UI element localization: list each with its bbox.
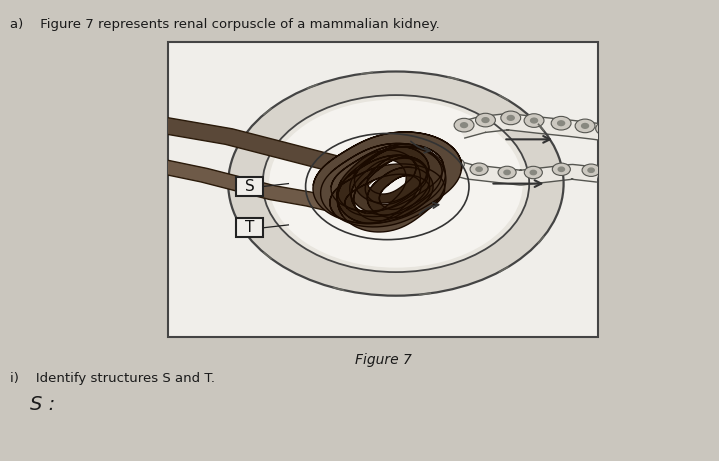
Text: i)    Identify structures S and T.: i) Identify structures S and T. [10,372,215,385]
Text: Figure 7: Figure 7 [354,353,411,367]
Bar [168,42,598,337]
Text: a)    Figure 7 represents renal corpuscle of a mammalian kidney.: a) Figure 7 represents renal corpuscle o… [10,18,440,31]
Text: S :: S : [30,395,55,414]
